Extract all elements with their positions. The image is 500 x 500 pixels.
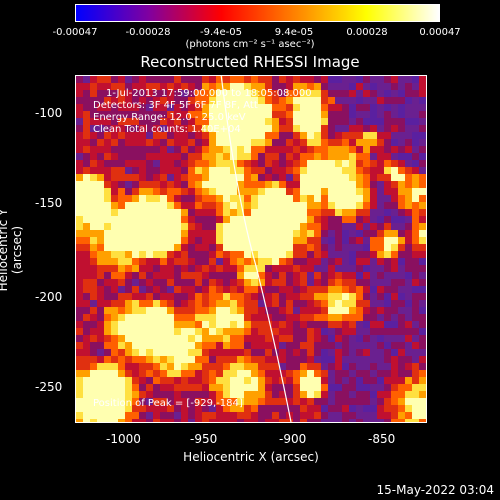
x-tick-label: -850 [368,432,396,446]
clean-total-counts-text: Clean Total counts: 1.40E+04 [93,124,241,135]
rhessi-image-map [76,76,426,422]
colorbar-tick-label: 9.4e-05 [274,27,314,38]
x-axis-label: Heliocentric X (arcsec) [183,450,319,464]
y-tick-label: -150 [35,196,63,210]
image-pixels [76,76,426,422]
y-tick-label: -250 [35,380,63,394]
x-tick-label: -1000 [106,432,141,446]
detectors-text: Detectors: 3F 4F 5F 6F 7F 8F, Att [93,100,258,111]
rhessi-image-plot: 1-Jul-2013 17:59:00.000 to 18:05:08.000 … [75,75,427,423]
colorbar-tick-label: 0.00047 [419,27,461,38]
timestamp-footer: 15-May-2022 03:04 [376,483,494,497]
colorbar-tick-label: 0.00028 [346,27,388,38]
colorbar-tick-label: -0.00047 [52,27,98,38]
time-range-text: 1-Jul-2013 17:59:00.000 to 18:05:08.000 [106,88,312,99]
y-tick-label: -200 [35,290,63,304]
x-tick-label: -950 [190,432,218,446]
y-axis-label: Heliocentric Y (arcsec) [0,209,24,292]
peak-position-text: Position of Peak = [-929,-184] [93,398,243,409]
colorbar [75,4,440,22]
energy-range-text: Energy Range: 12.0 - 25.0 keV [93,112,246,123]
colorbar-unit: (photons cm⁻² s⁻¹ asec⁻²) [185,39,315,50]
image-title: Reconstructed RHESSI Image [140,53,360,71]
solar-limb-line [220,76,292,422]
colorbar-tick-label: -9.4e-05 [200,27,242,38]
x-tick-label: -900 [279,432,307,446]
y-tick-label: -100 [35,106,63,120]
colorbar-tick-label: -0.00028 [125,27,171,38]
